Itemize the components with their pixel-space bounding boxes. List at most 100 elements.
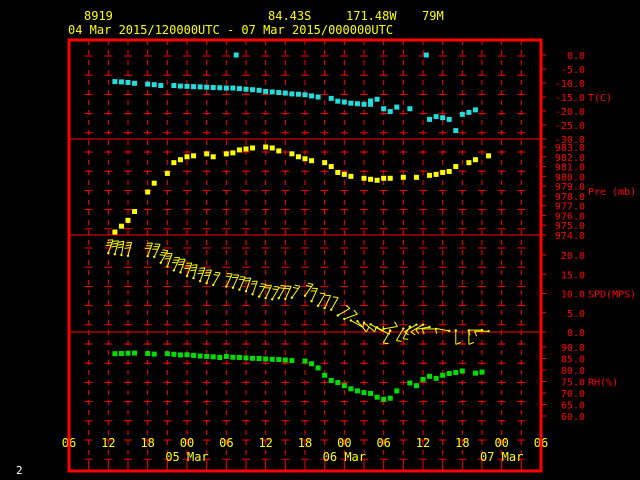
pressure-point (118, 223, 124, 229)
pressure-point (263, 144, 269, 150)
y-tick-label-temperature: -10.0 (555, 79, 585, 90)
y-tick-label-wind: 15.0 (561, 270, 585, 281)
x-tick-label: 00 (494, 436, 508, 450)
y-tick-label-humidity: 90.0 (561, 343, 585, 354)
y-tick-label-wind: 0.0 (567, 328, 585, 339)
humidity-point (374, 394, 380, 400)
temperature-point (427, 116, 433, 122)
humidity-point (112, 351, 118, 357)
humidity-point (335, 380, 341, 386)
x-tick-label: 18 (298, 436, 312, 450)
temperature-point (394, 104, 400, 110)
x-date-label: 05 Mar (165, 450, 208, 464)
humidity-point (309, 361, 315, 367)
temperature-axis-label: T(C) (588, 93, 612, 104)
pressure-point (486, 153, 492, 159)
temperature-point (328, 95, 334, 101)
temperature-point (368, 98, 374, 104)
y-tick-label-humidity: 70.0 (561, 389, 585, 400)
wind-barb (356, 320, 370, 333)
temperature-point (289, 91, 295, 97)
x-tick-label: 00 (337, 436, 351, 450)
wind-barb (382, 321, 398, 331)
temperature-point (466, 109, 472, 115)
temperature-point (204, 84, 210, 90)
temperature-point (341, 99, 347, 105)
wind-barb (467, 328, 484, 336)
temperature-point (335, 98, 341, 104)
temperature-point (177, 83, 183, 89)
wind-barb (184, 262, 193, 278)
station-longitude: 171.48W (346, 9, 397, 23)
wind-barb (290, 284, 301, 299)
pressure-point (440, 169, 446, 175)
pressure-point (204, 151, 210, 157)
pressure-point (433, 171, 439, 177)
wind-barb (303, 282, 314, 298)
temperature-point (302, 92, 308, 98)
wind-barb (264, 284, 273, 300)
y-tick-label-pressure: 976.0 (555, 211, 585, 222)
humidity-point (276, 357, 282, 363)
wind-barb (404, 323, 418, 336)
y-tick-label-pressure: 983.0 (555, 143, 585, 154)
temperature-point (118, 79, 124, 85)
humidity-point (420, 376, 426, 382)
humidity-point (132, 350, 138, 356)
wind-barb (474, 330, 490, 337)
humidity-point (250, 355, 256, 361)
humidity-point (243, 355, 249, 361)
humidity-point (210, 354, 216, 360)
y-tick-label-pressure: 978.0 (555, 192, 585, 203)
temperature-point (250, 87, 256, 93)
humidity-axis-label: RH(%) (588, 378, 618, 389)
humidity-point (361, 390, 367, 396)
y-tick-label-pressure: 974.0 (555, 231, 585, 242)
pressure-point (164, 170, 170, 176)
humidity-point (191, 352, 197, 358)
humidity-point (223, 353, 229, 359)
humidity-point (341, 383, 347, 389)
pressure-point (387, 175, 393, 181)
humidity-point (394, 388, 400, 394)
humidity-point (381, 396, 387, 402)
pressure-point (289, 151, 295, 157)
humidity-point (204, 353, 210, 359)
pressure-point (145, 189, 151, 195)
temperature-point (158, 83, 164, 89)
pressure-point (374, 177, 380, 183)
wind-barb (197, 267, 206, 283)
wind-barb (111, 240, 119, 256)
x-tick-label: 12 (258, 436, 272, 450)
humidity-point (322, 372, 328, 378)
wind-barb (330, 296, 339, 311)
wind-barb (323, 294, 332, 310)
pressure-point (341, 171, 347, 177)
temperature-point (374, 96, 380, 102)
humidity-point (315, 365, 321, 371)
wind-barb (172, 257, 181, 272)
y-tick-label-temperature: -20.0 (555, 107, 585, 118)
wind-barb (225, 273, 233, 288)
pressure-point (230, 150, 236, 156)
temperature-point (171, 83, 177, 89)
humidity-point (151, 351, 157, 357)
pressure-point (368, 176, 374, 182)
y-tick-label-wind: 5.0 (567, 309, 585, 320)
humidity-point (348, 386, 354, 392)
humidity-point (459, 368, 465, 374)
y-tick-label-wind: 20.0 (561, 251, 585, 262)
pressure-point (223, 151, 229, 157)
humidity-point (302, 358, 308, 364)
pressure-point (269, 145, 275, 151)
pressure-point (322, 160, 328, 166)
temperature-point (132, 80, 138, 86)
station-id: 8919 (84, 9, 113, 23)
humidity-point (217, 354, 223, 360)
temperature-point (191, 84, 197, 90)
wind-axis-label: SPD(MPS) (588, 290, 636, 301)
pressure-point (466, 160, 472, 166)
humidity-point (282, 357, 288, 363)
x-tick-label: 06 (219, 436, 233, 450)
